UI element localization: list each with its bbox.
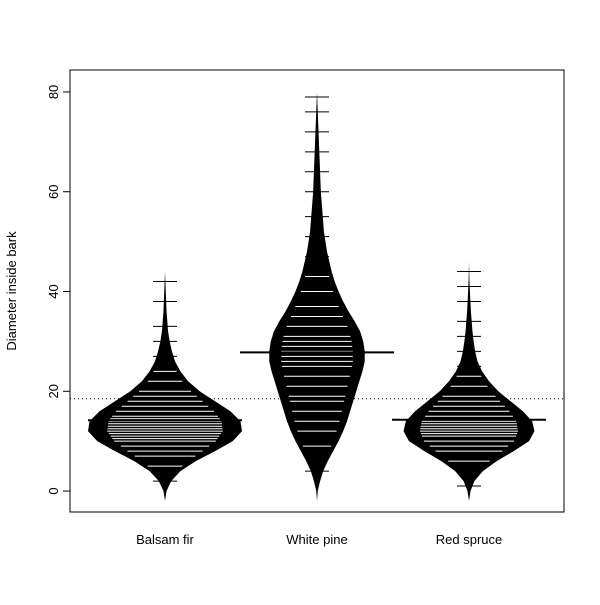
x-tick-label: Red spruce (436, 532, 502, 547)
x-tick-label: White pine (286, 532, 347, 547)
x-tick-label: Balsam fir (136, 532, 194, 547)
y-tick-label: 40 (46, 284, 61, 298)
y-tick-label: 20 (46, 384, 61, 398)
bean (88, 81, 242, 502)
y-axis-label: Diameter inside bark (4, 231, 19, 351)
bean (403, 81, 535, 502)
y-tick-label: 80 (46, 85, 61, 99)
y-tick-label: 0 (46, 487, 61, 494)
y-tick-label: 60 (46, 184, 61, 198)
